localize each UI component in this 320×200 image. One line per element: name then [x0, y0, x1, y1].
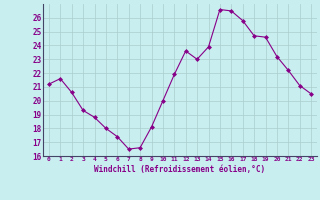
X-axis label: Windchill (Refroidissement éolien,°C): Windchill (Refroidissement éolien,°C): [94, 165, 266, 174]
